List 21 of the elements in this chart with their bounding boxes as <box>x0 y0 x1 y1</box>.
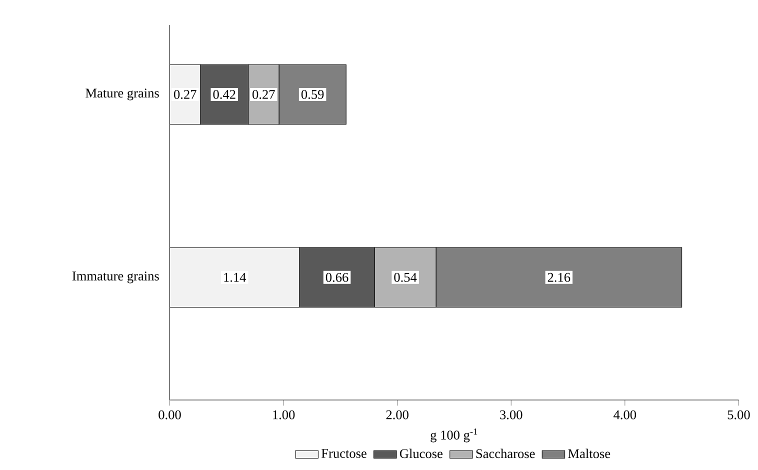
y-tick-label: Immature grains <box>72 272 159 284</box>
legend-label: Maltose <box>568 448 610 458</box>
y-tick-label: Mature grains <box>86 88 159 100</box>
data-label: 0.59 <box>301 90 324 100</box>
legend-label: Glucose <box>400 448 442 458</box>
data-label: 0.27 <box>174 90 196 100</box>
x-tick-label: 1.00 <box>273 410 295 420</box>
x-tick-label: 4.00 <box>614 410 636 420</box>
legend-label: Saccharose <box>476 448 535 458</box>
data-label: 2.16 <box>548 272 570 282</box>
data-label: 1.14 <box>224 272 246 282</box>
x-tick-label: 0.00 <box>158 410 181 420</box>
data-label: 0.54 <box>394 272 417 282</box>
x-tick-label: 2.00 <box>386 410 408 420</box>
x-tick-label: 3.00 <box>500 410 522 420</box>
legend-label: Fructose <box>322 449 366 458</box>
data-label: 0.42 <box>213 90 236 100</box>
x-tick-label: 5.00 <box>728 410 750 420</box>
data-label: 0.66 <box>326 272 348 282</box>
data-label: 0.27 <box>252 90 275 100</box>
x-axis-title: g 100 g$^{-1}$ <box>430 428 478 442</box>
